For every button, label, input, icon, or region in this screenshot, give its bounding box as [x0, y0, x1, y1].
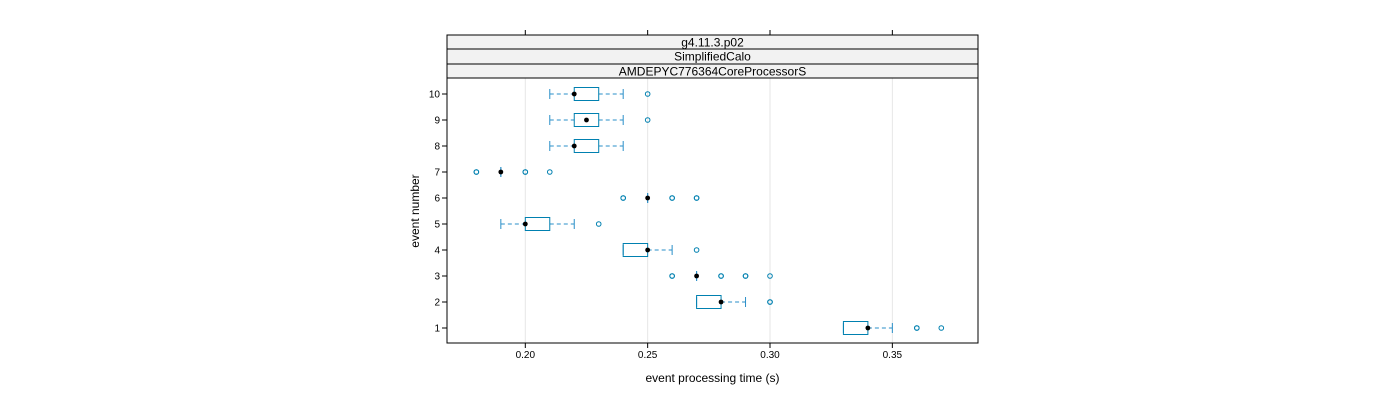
y-tick-label: 2	[434, 298, 440, 309]
outlier-point	[620, 195, 626, 201]
median-dot	[584, 117, 589, 123]
box-iqr	[622, 243, 649, 257]
outlier-point	[669, 195, 675, 201]
outlier-point	[742, 273, 749, 279]
box-event-4	[622, 243, 700, 257]
box-event-9	[549, 113, 651, 127]
outlier-point	[644, 91, 651, 97]
y-tick-label: 1	[434, 324, 440, 335]
x-tick-label: 0.35	[883, 350, 903, 361]
median-dot	[522, 221, 528, 227]
box-event-10	[549, 87, 651, 101]
box-event-5	[500, 217, 602, 231]
box-iqr	[524, 217, 551, 231]
outlier-point	[938, 325, 945, 331]
y-tick-label: 9	[434, 116, 440, 127]
outlier-point	[644, 117, 651, 123]
strip-2-label: SimplifiedCalo	[674, 50, 751, 64]
y-tick-label: 3	[434, 272, 440, 283]
median-dot	[645, 195, 651, 201]
plot-panel	[446, 77, 979, 344]
median-dot	[718, 299, 724, 305]
median-dot	[645, 247, 651, 253]
x-tick-label: 0.20	[516, 350, 536, 361]
outlier-point	[546, 169, 553, 175]
boxes-layer	[473, 87, 945, 335]
box-iqr	[696, 295, 722, 309]
outlier-point	[522, 169, 529, 175]
outlier-point	[718, 273, 724, 279]
x-tick-label: 0.25	[638, 350, 658, 361]
y-tick-label: 5	[434, 220, 440, 231]
outlier-point	[767, 273, 773, 279]
y-tick-label: 8	[434, 142, 440, 153]
y-axis: 1 2 3 4 5 6 7 8 9 10	[429, 90, 447, 335]
box-iqr	[573, 87, 600, 101]
grid-layer	[524, 78, 893, 343]
box-event-3	[669, 271, 773, 281]
y-axis-label: event number	[408, 174, 422, 247]
strip-1-label: g4.11.3.p02	[681, 36, 744, 50]
outlier-point	[473, 169, 480, 175]
y-tick-label: 10	[429, 90, 441, 101]
outlier-point	[693, 247, 700, 253]
box-event-2	[696, 295, 773, 309]
y-tick-label: 6	[434, 194, 440, 205]
outlier-point	[693, 195, 700, 201]
x-tick-label: 0.30	[760, 350, 780, 361]
strip-3-label: AMDEPYC776364CoreProcessorS	[619, 65, 806, 79]
box-iqr	[573, 113, 600, 127]
top-axis-ticks	[524, 30, 893, 35]
median-dot	[694, 273, 699, 279]
box-iqr	[573, 139, 600, 153]
x-axis: 0.20 0.25 0.30 0.35	[516, 343, 903, 361]
median-dot	[498, 169, 504, 175]
box-event-1	[842, 321, 945, 335]
median-dot	[865, 325, 871, 331]
box-event-8	[549, 139, 624, 153]
outlier-point	[914, 325, 920, 331]
median-dot	[571, 143, 577, 149]
x-axis-label: event processing time (s)	[645, 371, 779, 385]
outlier-point	[767, 299, 773, 305]
box-event-7	[473, 167, 553, 177]
outlier-point	[595, 221, 602, 227]
box-iqr	[842, 321, 869, 335]
box-event-6	[620, 193, 700, 203]
y-tick-label: 4	[434, 246, 440, 257]
median-dot	[571, 91, 577, 97]
outlier-point	[669, 273, 675, 279]
y-tick-label: 7	[434, 168, 440, 179]
